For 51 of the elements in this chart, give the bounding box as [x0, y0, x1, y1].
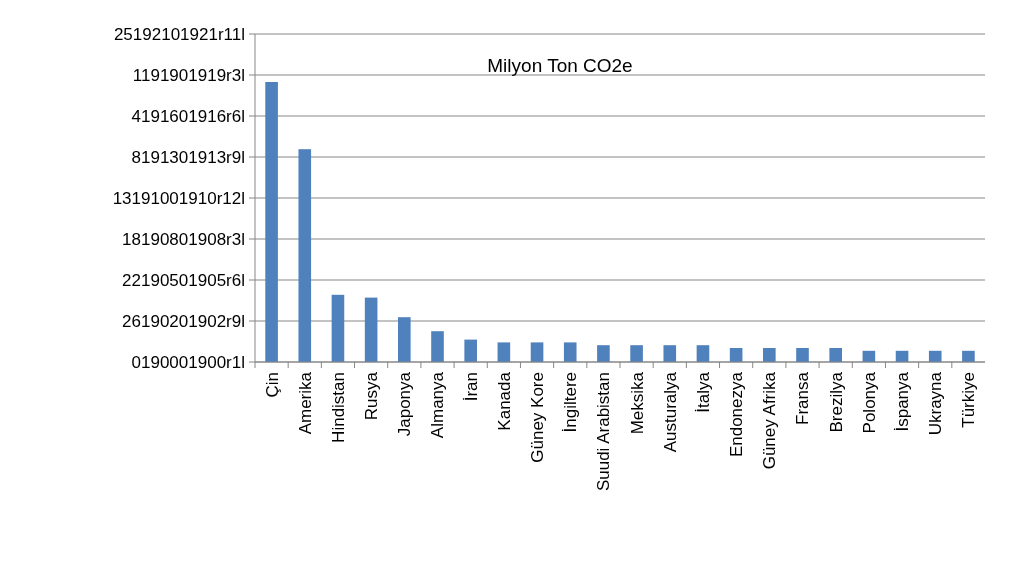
text: 25192101921r11l [113, 24, 245, 44]
x-tick-label: Fransa [793, 371, 813, 425]
text: 13191001910r12l [112, 188, 245, 208]
x-tick-label: İspanya [893, 371, 912, 432]
bar [530, 342, 544, 362]
x-tick-label: Amerika [295, 371, 315, 435]
x-tick-label: İngiltere [561, 372, 581, 433]
bar [928, 350, 942, 362]
chart-title: Milyon Ton CO2e [487, 55, 633, 76]
bar [829, 348, 842, 362]
x-tick-label: Çin [262, 372, 282, 398]
x-tick-label: Japonya [395, 371, 415, 437]
x-tick-label: Polonya [859, 371, 879, 434]
x-tick-label: Meksika [627, 371, 647, 435]
bar [265, 82, 278, 362]
x-tick-label: Suudi Arabistan [594, 372, 614, 492]
bar [464, 339, 477, 362]
bar [298, 149, 312, 362]
bar [796, 348, 809, 362]
x-tick-label: Hindistan [328, 372, 348, 443]
x-tick-label: İtalya [693, 371, 713, 413]
bar [563, 342, 577, 362]
x-tick-label: Almanya [428, 371, 448, 439]
bar [431, 331, 444, 362]
text: 18190801908r3l [122, 229, 245, 249]
bar [497, 342, 511, 362]
x-tick-label: İran [461, 372, 481, 402]
x-tick-label: Endonezya [727, 371, 747, 458]
x-tick-label: Austuralya [660, 371, 680, 453]
x-tick-label: Ukrayna [926, 371, 946, 436]
text: 4191601916r6l [131, 106, 245, 126]
x-tick-label: Türkiye [959, 372, 979, 428]
x-tick-label: Kanada [494, 371, 514, 431]
text: 8191301913r9l [131, 147, 245, 167]
bar [331, 294, 345, 362]
text: 0190001900r1l [131, 352, 245, 372]
x-tick-label: Güney Kore [528, 372, 547, 463]
bar [663, 345, 677, 362]
bar [364, 297, 378, 362]
text: 22190501905r6l [122, 270, 245, 290]
x-tick-label: Brezilya [826, 371, 846, 433]
bar [962, 350, 975, 362]
bar [398, 317, 411, 362]
bar [696, 345, 710, 362]
x-tick-label: Güney Afrika [760, 371, 780, 470]
text: 1191901919r3l [132, 65, 245, 85]
bar [597, 345, 610, 362]
bar [630, 345, 643, 362]
x-tick-label: Rusya [362, 371, 382, 421]
bar [763, 348, 776, 362]
text: 26190201902r9l [122, 311, 245, 331]
